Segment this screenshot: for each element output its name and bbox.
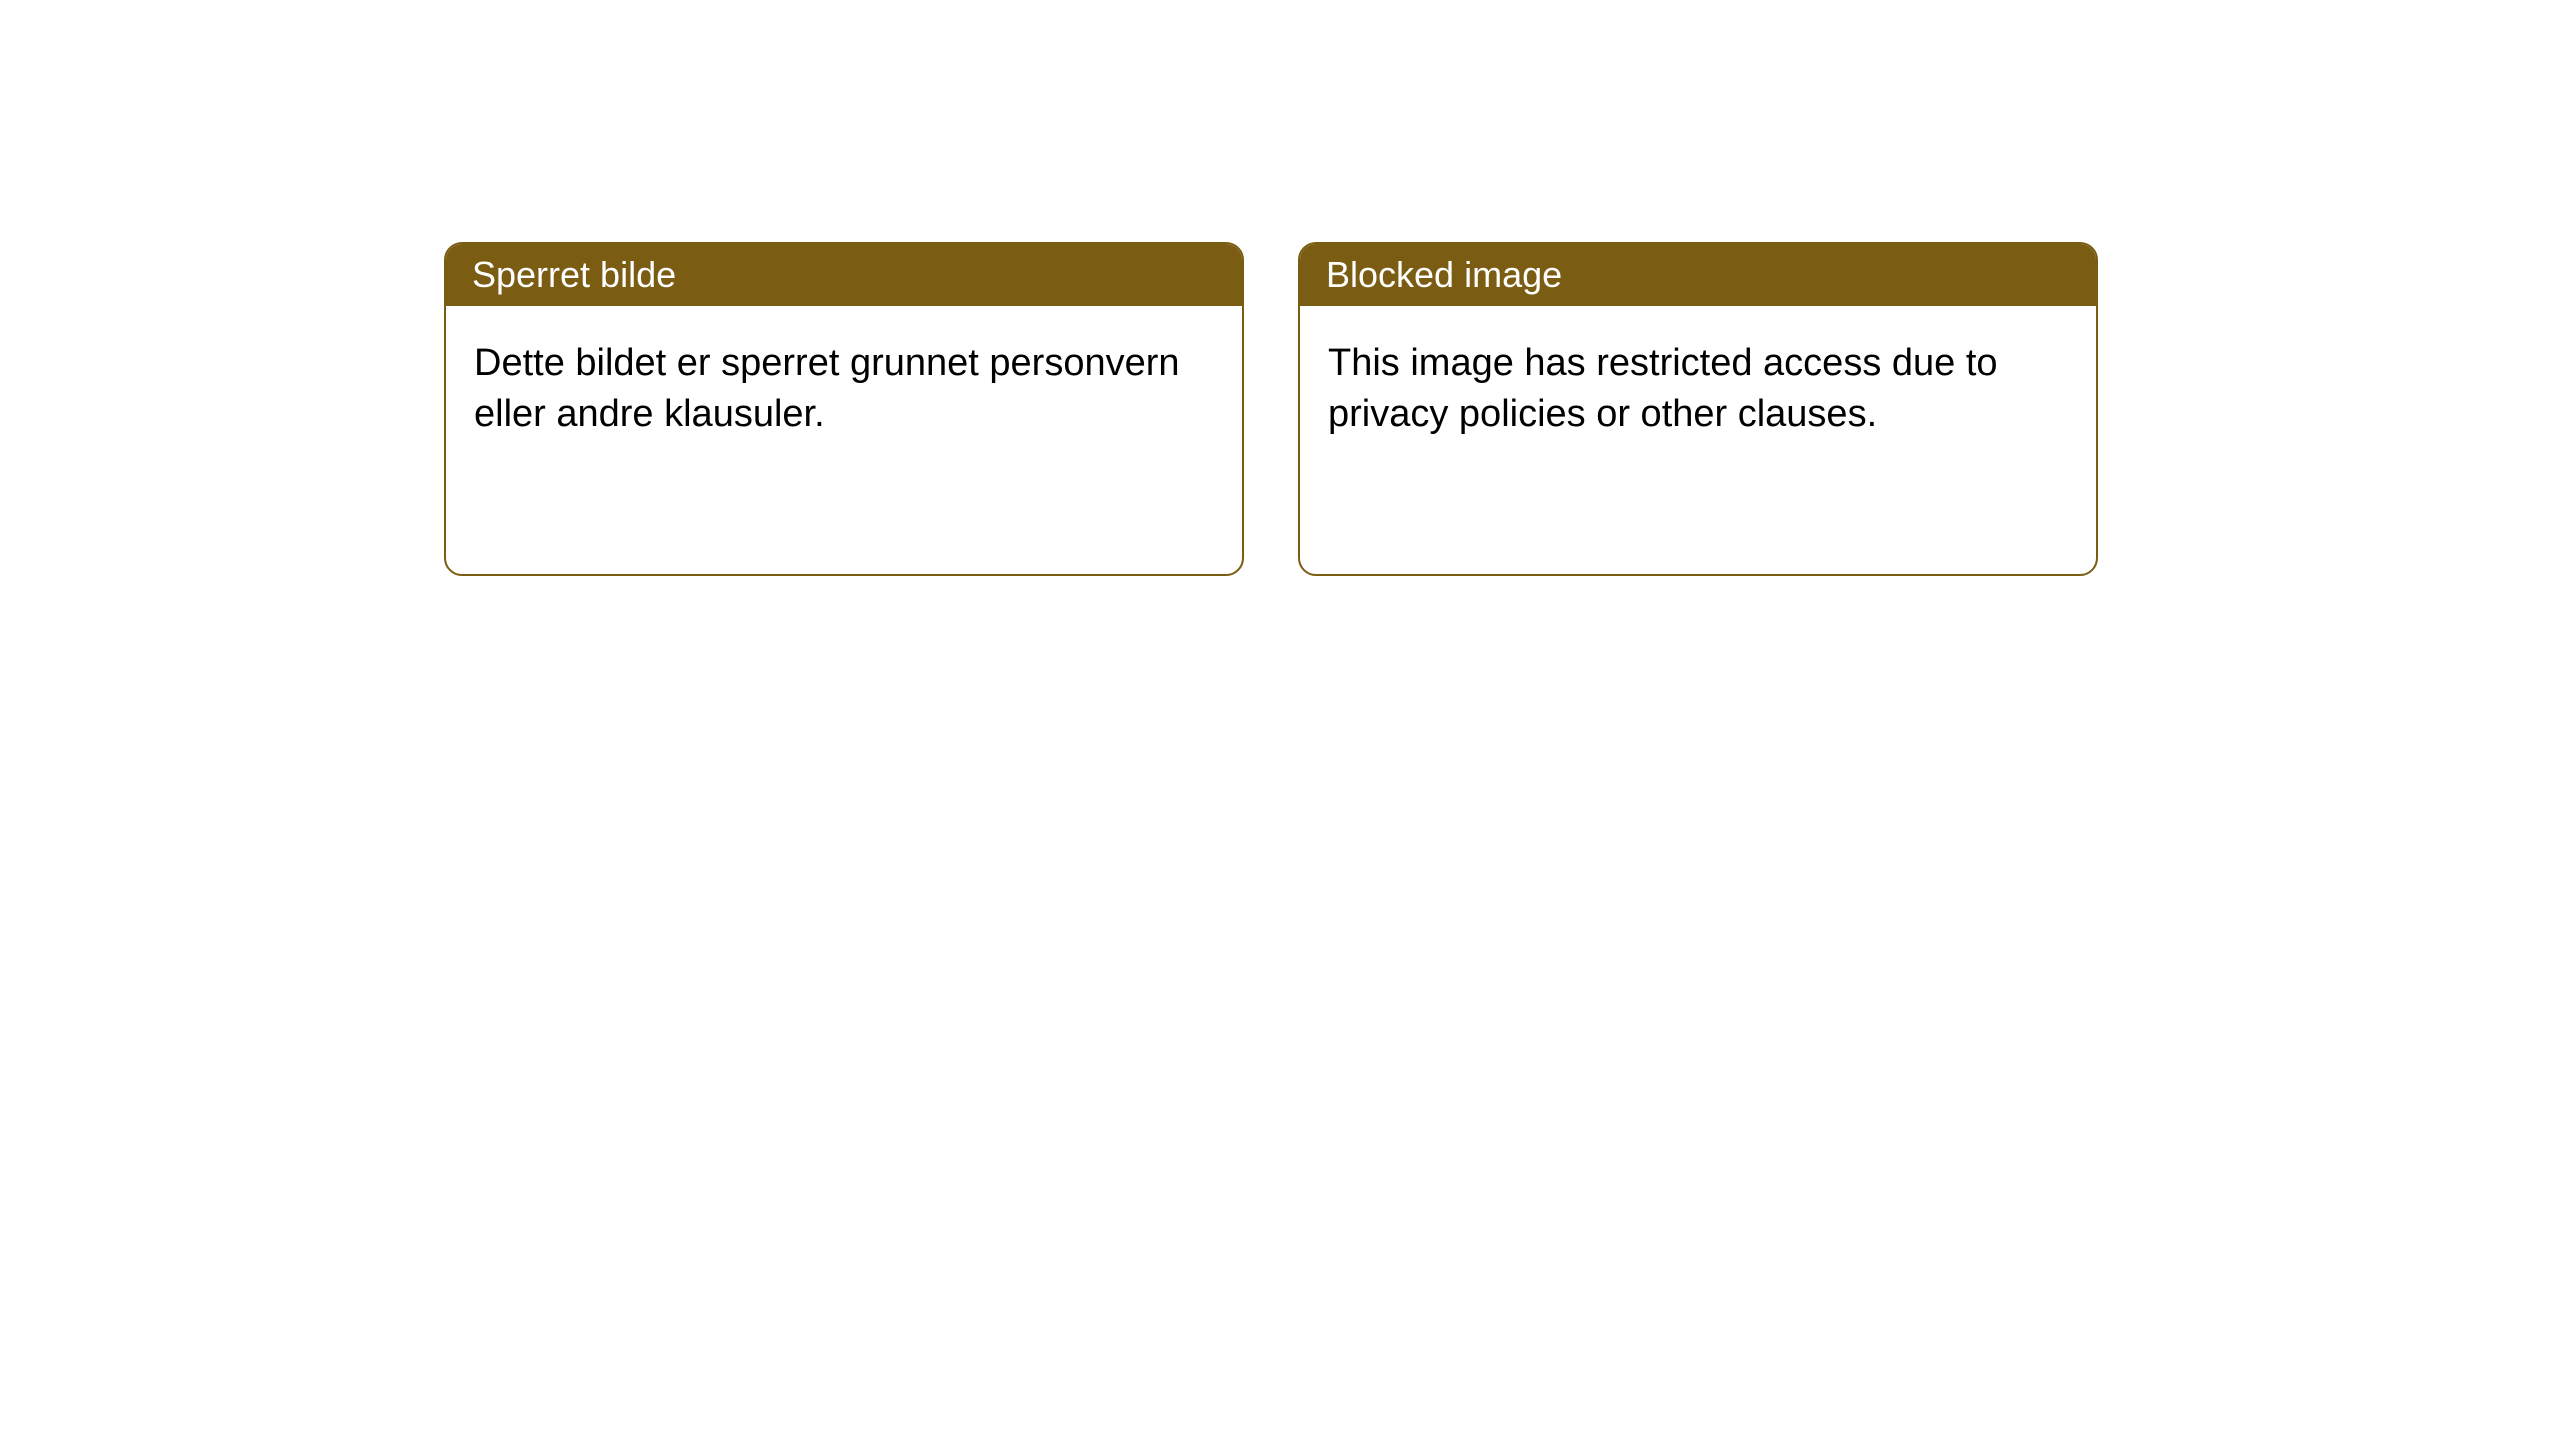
card-title-english: Blocked image: [1326, 254, 1562, 295]
card-body-english: This image has restricted access due to …: [1300, 306, 2096, 473]
card-norwegian: Sperret bilde Dette bildet er sperret gr…: [444, 242, 1244, 576]
card-body-norwegian: Dette bildet er sperret grunnet personve…: [446, 306, 1242, 473]
card-header-norwegian: Sperret bilde: [446, 244, 1242, 306]
card-text-norwegian: Dette bildet er sperret grunnet personve…: [474, 342, 1180, 435]
card-english: Blocked image This image has restricted …: [1298, 242, 2098, 576]
cards-container: Sperret bilde Dette bildet er sperret gr…: [444, 242, 2098, 576]
card-text-english: This image has restricted access due to …: [1328, 342, 1998, 435]
card-title-norwegian: Sperret bilde: [472, 254, 676, 295]
card-header-english: Blocked image: [1300, 244, 2096, 306]
